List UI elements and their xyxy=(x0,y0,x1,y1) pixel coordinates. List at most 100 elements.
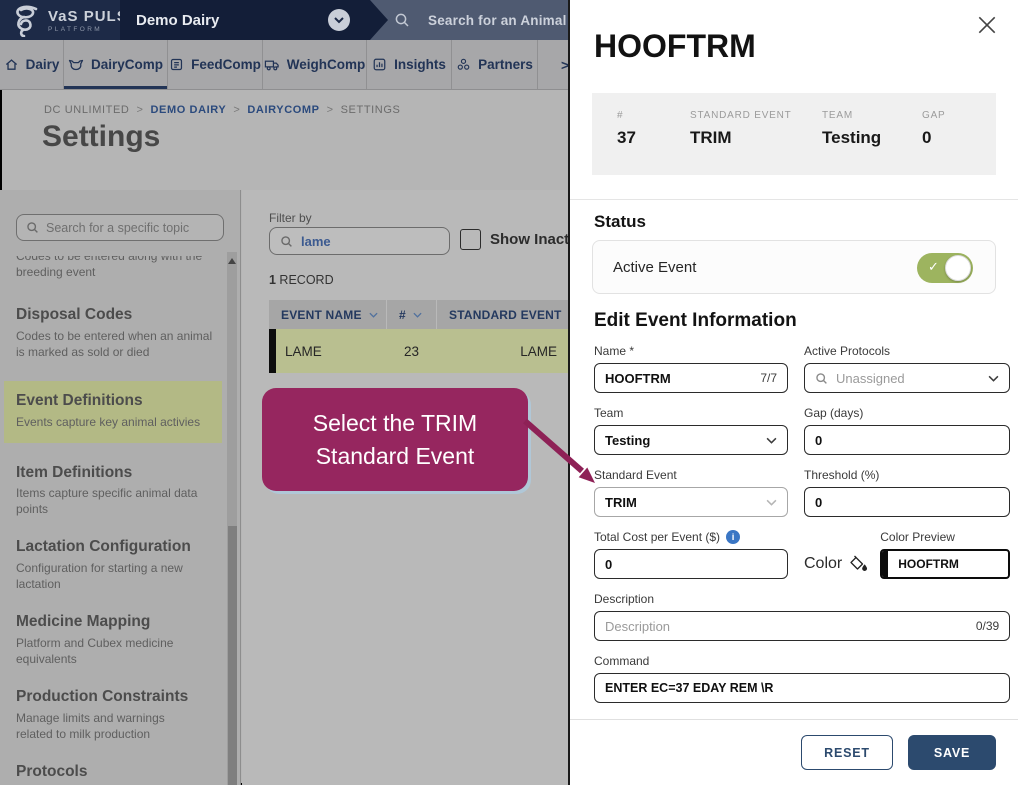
name-counter: 7/7 xyxy=(760,371,777,385)
sidebar-item-lactation-configuration[interactable]: Lactation Configuration Configuration fo… xyxy=(16,538,191,592)
paint-bucket-icon[interactable] xyxy=(850,555,868,573)
summary-team-value: Testing xyxy=(822,128,882,147)
color-swatch xyxy=(882,551,889,577)
gap-value: 0 xyxy=(815,432,823,448)
sidebar-item-disposal-codes[interactable]: Disposal Codes Codes to be entered when … xyxy=(16,306,213,359)
annotation-callout: Select the TRIM Standard Event xyxy=(262,388,528,491)
team-select[interactable]: Testing xyxy=(594,425,788,455)
table-header-row: EVENT NAME # STANDARD EVENT xyxy=(269,300,615,329)
summary-standard-event-value: TRIM xyxy=(690,128,732,147)
chevron-down-icon[interactable] xyxy=(328,9,350,31)
info-icon[interactable]: i xyxy=(726,530,741,544)
feed-icon xyxy=(171,58,183,71)
brand-name: VaS PULSE xyxy=(48,7,139,25)
topic-search-placeholder: Search for a specific topic xyxy=(46,220,190,235)
active-event-label: Active Event xyxy=(613,258,697,276)
dairy-selector-value: Demo Dairy xyxy=(136,11,220,29)
search-icon xyxy=(395,13,409,27)
color-label: Color xyxy=(804,555,843,572)
tab-dairycomp[interactable]: DairyComp xyxy=(64,40,168,89)
team-label: Team xyxy=(594,406,624,420)
toggle-knob xyxy=(945,255,971,281)
sort-icon[interactable] xyxy=(369,312,378,318)
active-event-card: Active Event ✓ xyxy=(592,240,996,294)
command-value: ENTER EC=37 EDAY REM \R xyxy=(605,681,774,695)
sidebar-item-medicine-mapping[interactable]: Medicine Mapping Platform and Cubex medi… xyxy=(16,613,174,667)
gap-field[interactable]: 0 xyxy=(804,425,1011,455)
sidebar-scrollbar-track[interactable] xyxy=(227,252,237,785)
team-value: Testing xyxy=(605,432,651,448)
search-icon xyxy=(816,372,827,384)
sidebar-item-event-definitions[interactable]: Event Definitions Events capture key ani… xyxy=(4,380,222,443)
tab-insights[interactable]: Insights xyxy=(367,40,452,89)
table-row-lame[interactable]: LAME 23 LAME xyxy=(269,329,615,373)
home-icon xyxy=(5,59,17,70)
event-form: Name * HOOFTRM 7/7 Active Protocols Unas… xyxy=(594,344,1011,716)
cow-icon xyxy=(68,59,84,71)
sidebar-item-protocols[interactable]: Protocols Drug and treatment protocols xyxy=(16,762,88,780)
command-field[interactable]: ENTER EC=37 EDAY REM \R xyxy=(594,673,1011,703)
threshold-label: Threshold (%) xyxy=(804,468,880,482)
close-icon[interactable] xyxy=(974,12,1000,38)
active-protocols-placeholder: Unassigned xyxy=(836,370,905,386)
standard-event-select[interactable]: TRIM xyxy=(594,487,788,517)
breadcrumb-demo-dairy[interactable]: DEMO DAIRY xyxy=(150,104,227,116)
topic-search-input[interactable]: Search for a specific topic xyxy=(16,214,224,241)
sidebar-item-item-definitions[interactable]: Item Definitions Items capture specific … xyxy=(16,463,198,517)
chevron-down-icon xyxy=(766,437,777,444)
color-preview-label: Color Preview xyxy=(880,530,955,544)
color-preview-value: HOOFTRM xyxy=(898,557,959,571)
show-inactive-checkbox[interactable] xyxy=(460,229,481,250)
event-summary-box: # 37 STANDARD EVENT TRIM TEAM Testing GA… xyxy=(592,93,996,175)
tab-dairy[interactable]: Dairy xyxy=(0,40,64,89)
scroll-up-icon[interactable] xyxy=(228,258,236,264)
sidebar-scrollbar-thumb[interactable] xyxy=(228,526,237,785)
dairy-selector[interactable]: Demo Dairy xyxy=(120,0,388,40)
active-protocols-select[interactable]: Unassigned xyxy=(804,363,1011,393)
vas-pulse-logo[interactable]: VaS PULSE PLATFORM xyxy=(10,3,139,37)
description-placeholder: Description xyxy=(605,618,671,634)
description-field[interactable]: Description 0/39 xyxy=(594,611,1011,641)
divider xyxy=(570,199,1018,200)
brand-subtitle: PLATFORM xyxy=(48,25,103,33)
record-count: 1 RECORD xyxy=(269,273,334,287)
save-button[interactable]: SAVE xyxy=(908,735,996,770)
standard-event-label: Standard Event xyxy=(594,468,677,482)
breadcrumb-root[interactable]: DC UNLIMITED xyxy=(44,104,130,116)
page-title: Settings xyxy=(42,120,161,153)
name-label: Name * xyxy=(594,344,635,358)
color-picker[interactable]: Color xyxy=(804,549,868,579)
filter-input[interactable]: lame xyxy=(269,227,450,255)
sidebar-item-production-constraints[interactable]: Production Constraints Manage limits and… xyxy=(16,688,189,741)
tab-weighcomp[interactable]: WeighComp xyxy=(263,40,367,89)
command-label: Command xyxy=(594,654,650,668)
cell-number: 23 xyxy=(403,343,420,359)
tab-partners[interactable]: Partners xyxy=(452,40,538,89)
name-value: HOOFTRM xyxy=(605,370,671,386)
breadcrumb: DC UNLIMITED > DEMO DAIRY > DAIRYCOMP > SETTIN… xyxy=(44,104,401,116)
column-header-event-name[interactable]: EVENT NAME xyxy=(269,300,387,329)
color-preview-field: HOOFTRM xyxy=(880,549,1011,579)
summary-team-label: TEAM xyxy=(822,110,853,121)
total-cost-field[interactable]: 0 xyxy=(594,549,788,579)
settings-topic-list: Codes to be entered along with the breed… xyxy=(4,256,222,785)
sort-icon[interactable] xyxy=(413,312,422,318)
tab-feedcomp[interactable]: FeedComp xyxy=(168,40,263,89)
status-heading: Status xyxy=(594,212,646,231)
reset-button[interactable]: RESET xyxy=(801,735,893,770)
filter-query-value: lame xyxy=(301,233,331,249)
active-event-toggle[interactable]: ✓ xyxy=(917,253,973,283)
threshold-field[interactable]: 0 xyxy=(804,487,1011,517)
chart-icon xyxy=(373,58,386,71)
partners-icon xyxy=(457,58,470,70)
name-field[interactable]: HOOFTRM 7/7 xyxy=(594,363,788,393)
breadcrumb-settings: SETTINGS xyxy=(340,104,401,116)
chevron-down-icon xyxy=(766,499,777,506)
truck-icon xyxy=(264,60,279,71)
settings-sidebar: Search for a specific topic Codes to be … xyxy=(0,190,241,785)
summary-gap-label: GAP xyxy=(922,110,946,121)
breadcrumb-dairycomp[interactable]: DAIRYCOMP xyxy=(247,104,320,116)
column-header-number[interactable]: # xyxy=(387,300,437,329)
description-label: Description xyxy=(594,592,655,606)
